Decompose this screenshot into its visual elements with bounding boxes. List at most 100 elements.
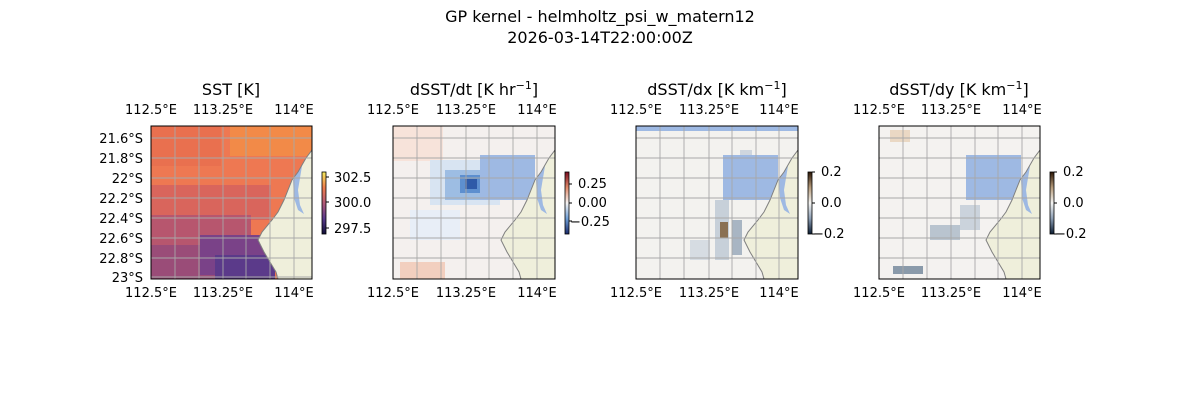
xtick-top-label: 113.25°E <box>921 103 981 118</box>
plot-frame-dsst-dy <box>878 125 1041 280</box>
xtick-bottom-label: 113.25°E <box>436 286 496 301</box>
gridlines-dsst-dt <box>393 126 555 279</box>
sst-field-patch <box>215 255 275 279</box>
dy-field-patch <box>960 205 980 230</box>
xticks-top-dsst-dx: 112.5°E 113.25°E 114°E <box>610 103 799 118</box>
ytick-label: 23°S <box>112 271 143 286</box>
gridlines-dsst-dy <box>879 126 1040 279</box>
xtick-top-label: 113.25°E <box>679 103 739 118</box>
yticks-sst: 21.6°S 21.8°S 22°S 22.2°S 22.4°S 22.6°S … <box>99 132 143 286</box>
coastline <box>500 149 555 279</box>
gridlines-sst <box>151 126 312 279</box>
dt-field-patch <box>465 179 477 189</box>
colorbar-tick-label: 0.0 <box>821 196 842 211</box>
xticks-top-dsst-dt: 112.5°E 113.25°E 114°E <box>367 103 557 118</box>
xticks-bottom-sst: 112.5°E 113.25°E 114°E <box>125 286 314 301</box>
colorbar-tick-label: 302.5 <box>334 171 371 186</box>
xtick-bottom-label: 114°E <box>1002 286 1042 301</box>
heatmap-dsst-dx <box>636 126 798 279</box>
dt-field-patch <box>400 262 445 279</box>
colorbar-dsst-dt: 0.25 0.00 −0.25 <box>564 171 610 235</box>
colorbar-tick-label: 0.0 <box>1063 196 1084 211</box>
ytick-label: 22.2°S <box>99 192 143 207</box>
panel-title-dsst-dy: dSST/dy [K km−1] <box>889 79 1028 99</box>
figure-title-line2: 2026-03-14T22:00:00Z <box>507 28 693 47</box>
panel-title-sst: SST [K] <box>202 80 260 99</box>
panel-dsst-dt: dSST/dt [K hr−1] 112.5°E 113.25°E 114°E <box>367 79 610 301</box>
colorbar-tick-label: 0.2 <box>1063 165 1084 180</box>
xtick-bottom-label: 114°E <box>274 286 314 301</box>
ytick-label: 22.6°S <box>99 232 143 247</box>
xtick-top-label: 112.5°E <box>853 103 905 118</box>
colorbar-bar <box>321 171 327 235</box>
dy-field-patch <box>966 155 1021 200</box>
coastline <box>985 149 1040 279</box>
xtick-top-label: 112.5°E <box>610 103 662 118</box>
colorbar-tick-label: −0.2 <box>1055 227 1087 242</box>
xtick-bottom-label: 113.25°E <box>193 286 253 301</box>
dx-field-patch <box>732 220 742 255</box>
dt-field-patch <box>480 155 535 200</box>
colorbar-tick-label: 300.0 <box>334 196 371 211</box>
colorbar-dsst-dx: 0.2 0.0 −0.2 <box>807 165 845 242</box>
xtick-bottom-label: 114°E <box>517 286 557 301</box>
xtick-bottom-label: 114°E <box>759 286 799 301</box>
dx-field-patch <box>636 126 798 131</box>
sst-field-patch <box>151 185 271 220</box>
xtick-bottom-label: 112.5°E <box>610 286 662 301</box>
ytick-label: 22.4°S <box>99 212 143 227</box>
dx-field-patch <box>723 155 778 200</box>
ytick-label: 22°S <box>112 172 143 187</box>
dy-field-patch <box>893 266 923 274</box>
colorbar-dsst-dy: 0.2 0.0 −0.2 <box>1049 165 1087 242</box>
xticks-bottom-dsst-dy: 112.5°E 113.25°E 114°E <box>853 286 1042 301</box>
coastline <box>743 149 798 279</box>
colorbar-tick-label: 0.25 <box>578 177 607 192</box>
gridlines-dsst-dx <box>636 126 798 279</box>
colorbar-sst: 302.5 300.0 297.5 <box>321 171 371 237</box>
dy-field-patch <box>930 225 960 240</box>
heatmap-dsst-dt <box>393 126 555 279</box>
xticks-bottom-dsst-dx: 112.5°E 113.25°E 114°E <box>610 286 799 301</box>
xtick-bottom-label: 112.5°E <box>125 286 177 301</box>
coastline <box>257 149 312 279</box>
colorbar-tick-label: 297.5 <box>334 222 371 237</box>
colorbar-tick-label: −0.2 <box>813 227 845 242</box>
panel-title-dsst-dt: dSST/dt [K hr−1] <box>410 79 538 99</box>
colorbar-tick-label: −0.25 <box>570 215 610 230</box>
panel-title-dsst-dx: dSST/dx [K km−1] <box>647 79 786 99</box>
xtick-bottom-label: 112.5°E <box>367 286 419 301</box>
sst-field-patch <box>151 126 221 166</box>
panel-dsst-dy: dSST/dy [K km−1] 112.5°E 113.25°E 114°E <box>853 79 1087 301</box>
figure-title-line1: GP kernel - helmholtz_psi_w_matern12 <box>445 7 755 27</box>
xticks-top-dsst-dy: 112.5°E 113.25°E 114°E <box>853 103 1042 118</box>
plot-frame-dsst-dx <box>635 125 799 280</box>
xtick-top-label: 114°E <box>759 103 799 118</box>
ytick-label: 21.6°S <box>99 132 143 147</box>
colorbar-bar <box>807 171 813 235</box>
xticks-top-sst: 112.5°E 113.25°E 114°E <box>125 103 314 118</box>
plot-frame-dsst-dt <box>392 125 556 280</box>
dx-field-patch <box>720 222 728 238</box>
ytick-label: 21.8°S <box>99 152 143 167</box>
xtick-bottom-label: 113.25°E <box>921 286 981 301</box>
colorbar-bar <box>564 171 570 235</box>
colorbar-bar <box>1049 171 1055 235</box>
colorbar-tick-label: 0.2 <box>821 165 842 180</box>
xtick-top-label: 114°E <box>274 103 314 118</box>
xtick-bottom-label: 113.25°E <box>679 286 739 301</box>
panel-sst: SST [K] 112.5°E 113.25°E 114°E <box>99 80 371 301</box>
dt-field-patch <box>393 126 443 161</box>
xtick-top-label: 112.5°E <box>367 103 419 118</box>
sst-field-patch <box>230 126 312 156</box>
ytick-label: 22.8°S <box>99 252 143 267</box>
dy-field-patch <box>890 130 910 142</box>
panel-dsst-dx: dSST/dx [K km−1] 112.5°E 113.25°E 114°E <box>610 79 845 301</box>
heatmap-dsst-dy <box>879 126 1040 279</box>
xtick-top-label: 114°E <box>1002 103 1042 118</box>
xtick-top-label: 113.25°E <box>436 103 496 118</box>
colorbar-tick-label: 0.00 <box>578 196 607 211</box>
xticks-bottom-dsst-dt: 112.5°E 113.25°E 114°E <box>367 286 557 301</box>
dt-field-patch <box>410 210 460 240</box>
